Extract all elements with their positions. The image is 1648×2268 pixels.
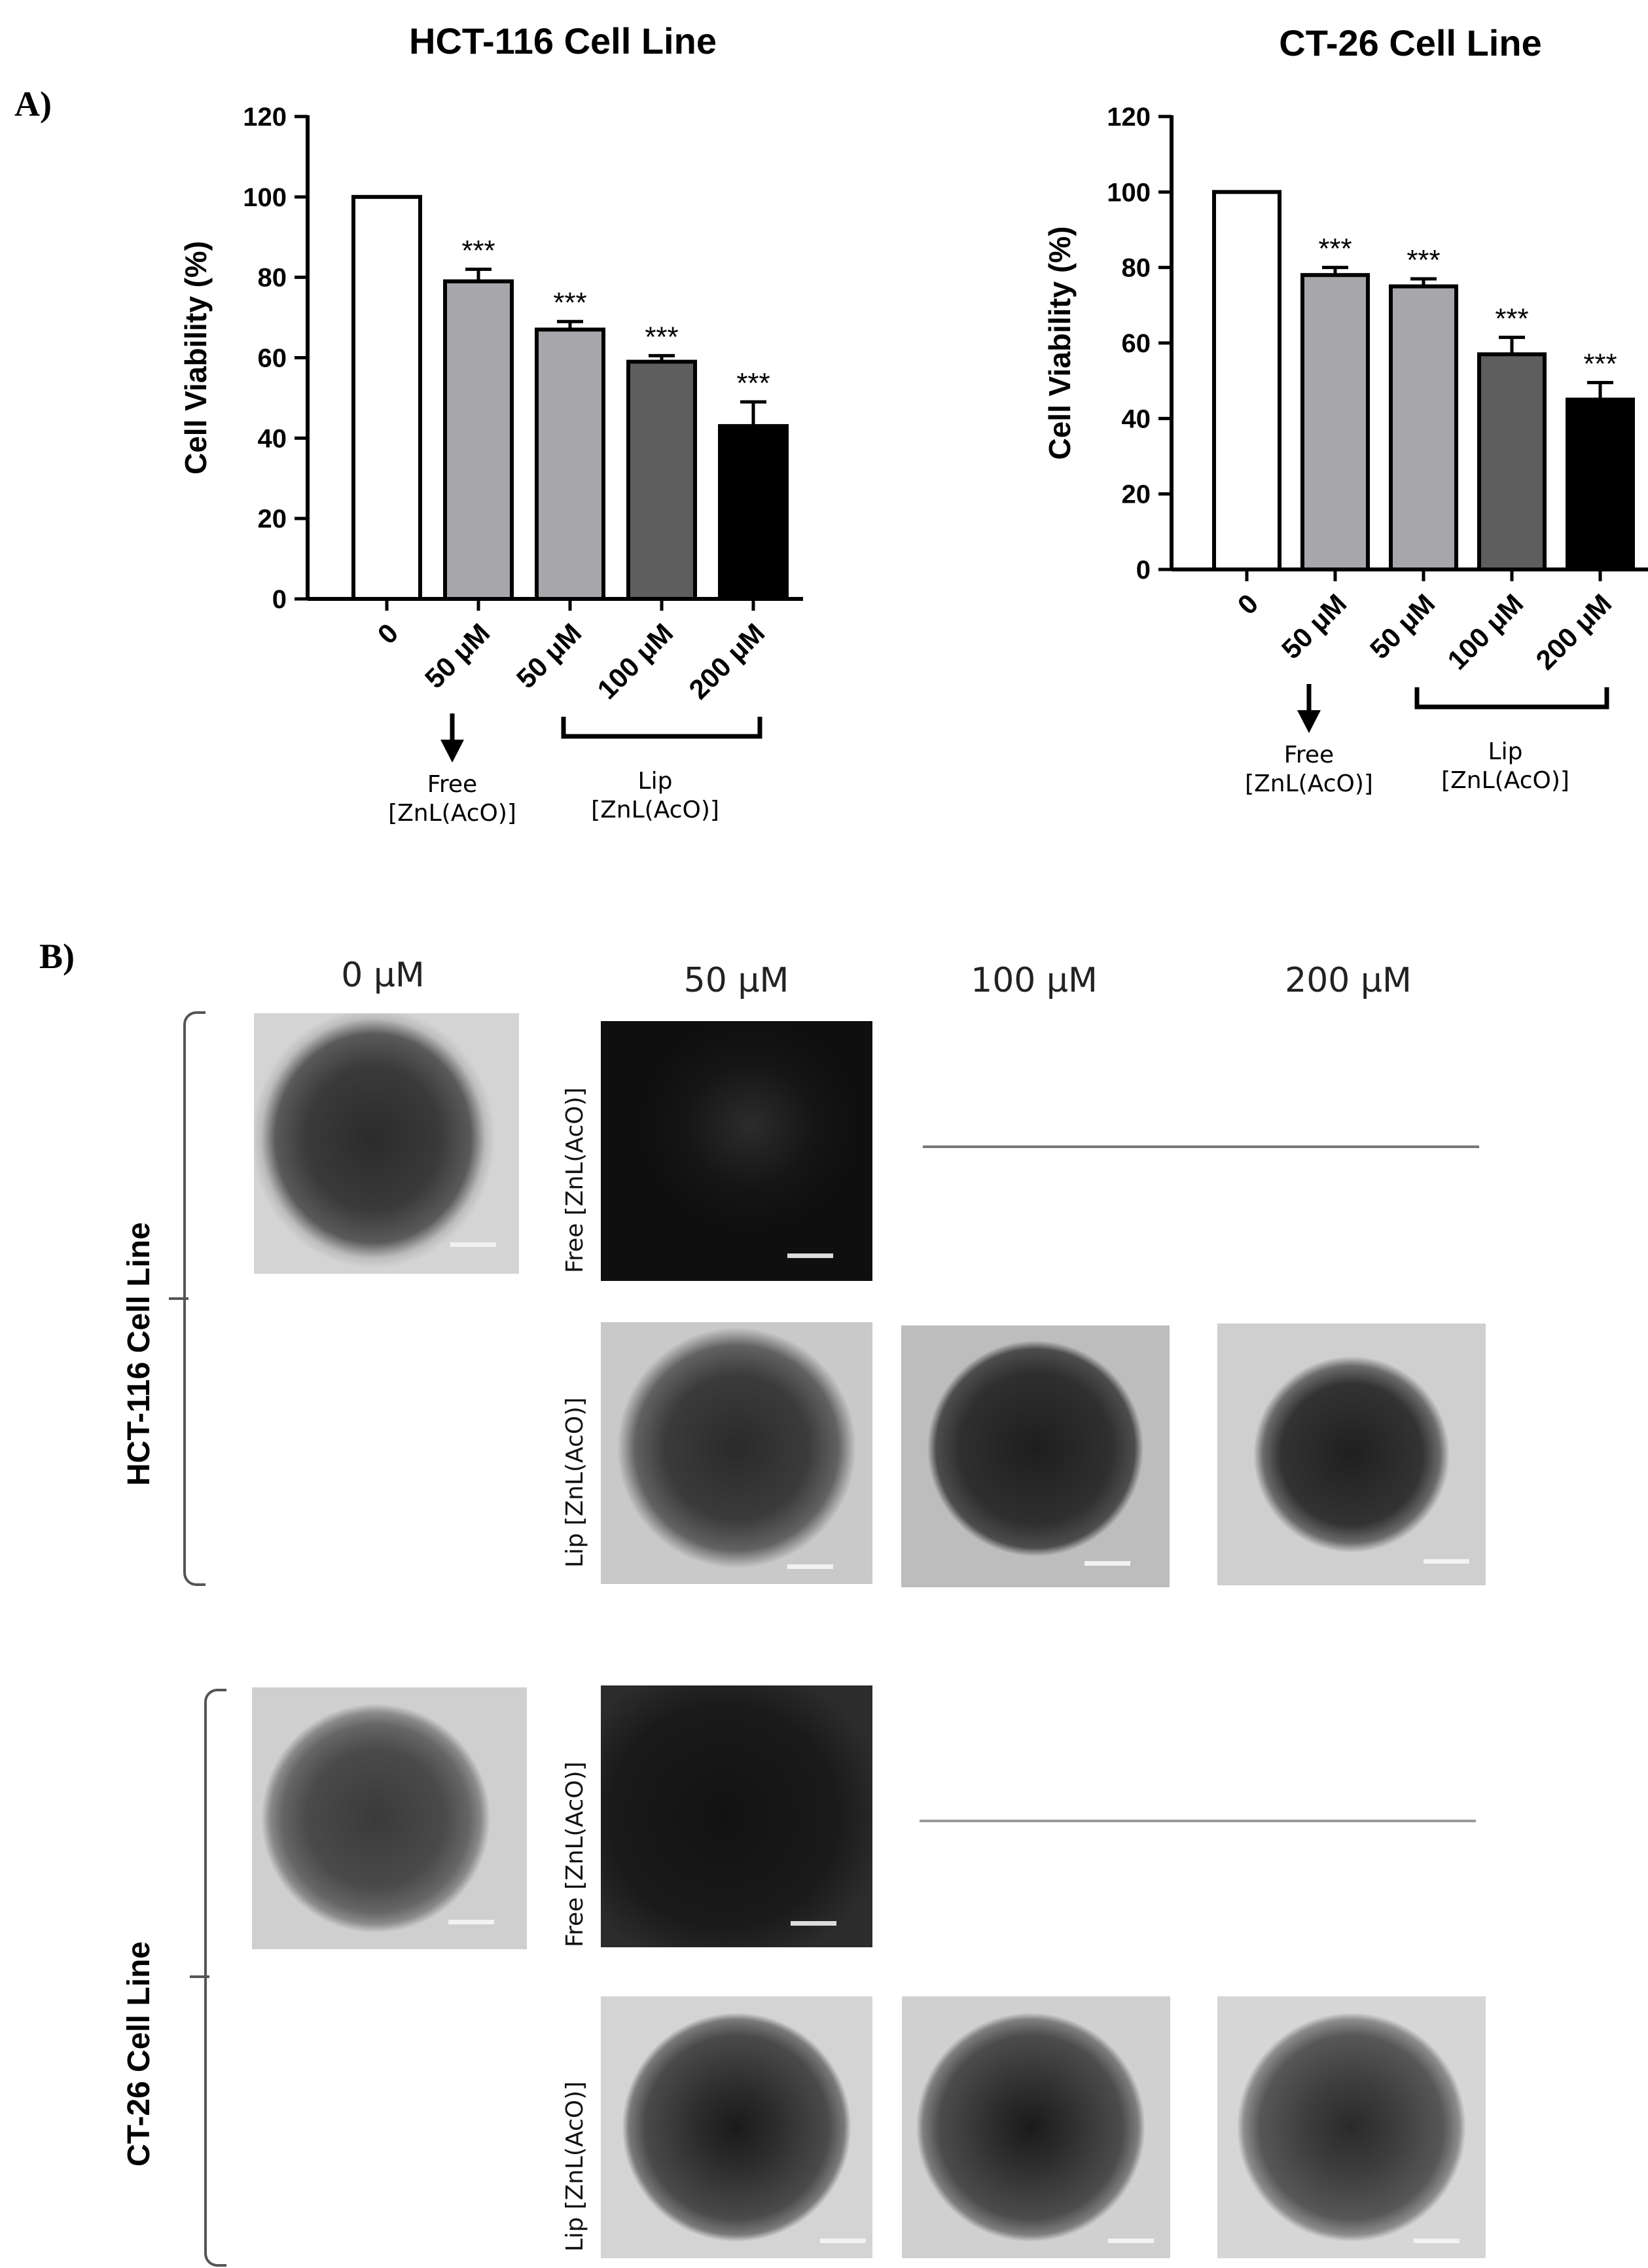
scale-bar: [1414, 2239, 1460, 2243]
hct116-not-tested-line: [923, 1145, 1479, 1148]
scale-bar: [448, 1920, 494, 1924]
column-header-200um: 200 μM: [1285, 961, 1412, 1000]
panel-a-label: A): [14, 84, 52, 124]
hct116-category-label-4: 200 μM: [683, 617, 770, 705]
ct26-free-arrow-head: [1297, 710, 1321, 733]
column-header-0um: 0 μM: [341, 956, 425, 995]
hct116-lip-100um-micrograph: [901, 1325, 1170, 1587]
ct26-group-label-line: Free: [1284, 742, 1334, 768]
hct116-y-axis-label: Cell Viability (%): [179, 241, 213, 475]
ct26-y-tick-label: 20: [1122, 480, 1151, 509]
hct116-free-arrow-head: [440, 740, 464, 763]
hct116-bar-4: [718, 423, 789, 601]
hct116-lip-bracket: [561, 717, 762, 739]
ct26-y-tick-label: 100: [1107, 178, 1151, 207]
scale-bar: [1424, 1559, 1469, 1564]
ct26-lip-row-label: Lip [ZnL(AcO)]: [562, 2081, 588, 2252]
hct116-category-label-1: 50 μM: [419, 617, 495, 694]
hct116-y-tick-label: 60: [258, 344, 287, 373]
ct26-y-tick-label: 60: [1122, 329, 1151, 358]
hct116-category-label-0: 0: [372, 617, 404, 650]
scale-bar: [1084, 1561, 1130, 1566]
scale-bar: [787, 1253, 833, 1258]
ct26-group-label-line: Lip: [1488, 738, 1523, 765]
column-header-50um: 50 μM: [683, 961, 789, 1000]
ct26-y-axis-label: Cell Viability (%): [1043, 226, 1077, 459]
ct26-lip-bracket: [1414, 687, 1609, 710]
ct26-lip-200um-micrograph: [1217, 1996, 1486, 2258]
column-header-100um: 100 μM: [971, 961, 1098, 1000]
ct26-bar-2: [1389, 284, 1458, 571]
ct26-bar-0: [1212, 190, 1281, 572]
hct116-lip-200um-micrograph: [1217, 1323, 1486, 1585]
ct26-group-label-0: Free [ZnL(AcO)]: [1245, 742, 1373, 797]
ct26-bar-3: [1477, 352, 1547, 571]
ct26-significance-4: ***: [1583, 348, 1617, 380]
scale-bar: [1108, 2239, 1154, 2243]
hct116-y-tick-label: 0: [272, 585, 287, 614]
ct26-lip-100um-micrograph: [902, 1996, 1170, 2258]
ct26-category-label-2: 50 μM: [1364, 588, 1441, 664]
ct26-group-label-line: [ZnL(AcO)]: [1245, 770, 1373, 797]
hct116-y-tick-label: 40: [258, 424, 287, 453]
ct26-group-label-line: [ZnL(AcO)]: [1441, 767, 1569, 794]
scale-bar: [820, 2239, 866, 2243]
panel-b-label: B): [39, 937, 75, 976]
hct116-bar-1: [443, 279, 514, 601]
hct116-y-tick-label: 20: [258, 505, 287, 533]
hct116-bar-3: [626, 359, 697, 601]
hct116-group-label-line: [ZnL(AcO)]: [591, 797, 719, 823]
hct116-significance-4: ***: [736, 367, 770, 399]
hct116-lip-row-label: Lip [ZnL(AcO)]: [562, 1397, 588, 1568]
ct26-cell-line-label: CT-26 Cell Line: [122, 1941, 156, 2167]
hct116-bar-0: [351, 194, 422, 602]
ct26-y-tick-label: 80: [1122, 254, 1151, 283]
ct26-not-tested-line: [920, 1820, 1476, 1822]
hct116-lip-50um-micrograph: [601, 1322, 872, 1584]
ct26-category-label-4: 200 μM: [1530, 588, 1617, 675]
hct116-y-tick-label: 100: [243, 183, 287, 212]
hct116-bracket-tick: [169, 1297, 188, 1300]
hct116-0um-micrograph: [254, 1013, 519, 1274]
panel-a-charts: HCT-116 Cell Line Cell Viability (%) 0 20 40…: [179, 20, 1648, 827]
ct26-group-label-1: Lip [ZnL(AcO)]: [1441, 738, 1569, 794]
hct116-free-row-label: Free [ZnL(AcO)]: [562, 1087, 588, 1273]
ct26-significance-1: ***: [1318, 233, 1352, 265]
ct26-y-tick-label: 0: [1136, 556, 1151, 585]
ct26-category-label-3: 100 μM: [1441, 588, 1529, 675]
ct26-free-50um-micrograph: [601, 1685, 872, 1947]
hct116-group-label-1: Lip [ZnL(AcO)]: [591, 768, 719, 823]
ct26-bar-1: [1300, 273, 1370, 571]
ct26-category-label-1: 50 μM: [1276, 588, 1352, 664]
hct116-significance-2: ***: [553, 287, 586, 319]
ct26-free-row-label: Free [ZnL(AcO)]: [562, 1761, 588, 1947]
hct116-significance-3: ***: [645, 321, 678, 353]
hct116-cell-line-label: HCT-116 Cell Line: [122, 1222, 156, 1486]
ct26-y-tick-label: 40: [1122, 405, 1151, 433]
hct116-category-label-2: 50 μM: [511, 617, 587, 694]
ct26-significance-2: ***: [1406, 244, 1440, 276]
hct116-chart-title: HCT-116 Cell Line: [409, 20, 717, 62]
hct116-y-tick-label: 80: [258, 264, 287, 293]
hct116-free-50um-micrograph: [601, 1021, 872, 1281]
ct26-0um-micrograph: [252, 1687, 527, 1949]
ct26-bracket-tick: [190, 1975, 209, 1978]
hct116-y-tick-label: 120: [243, 103, 287, 132]
scale-bar: [450, 1242, 496, 1247]
ct26-category-label-0: 0: [1232, 588, 1264, 621]
hct116-significance-1: ***: [461, 234, 495, 266]
ct26-bar-4: [1566, 397, 1635, 571]
hct116-group-label-0: Free [ZnL(AcO)]: [388, 771, 516, 827]
ct26-chart-title: CT-26 Cell Line: [1279, 22, 1541, 63]
scale-bar: [791, 1921, 836, 1926]
hct116-group-label-line: Free: [427, 771, 477, 798]
scale-bar: [787, 1564, 833, 1569]
ct26-y-tick-label: 120: [1107, 103, 1151, 132]
hct116-group-label-line: [ZnL(AcO)]: [388, 800, 516, 827]
hct116-category-label-3: 100 μM: [591, 617, 679, 705]
hct116-group-label-line: Lip: [638, 768, 673, 795]
ct26-significance-3: ***: [1495, 302, 1528, 334]
ct26-lip-50um-micrograph: [601, 1996, 872, 2258]
hct116-bar-2: [535, 327, 605, 601]
